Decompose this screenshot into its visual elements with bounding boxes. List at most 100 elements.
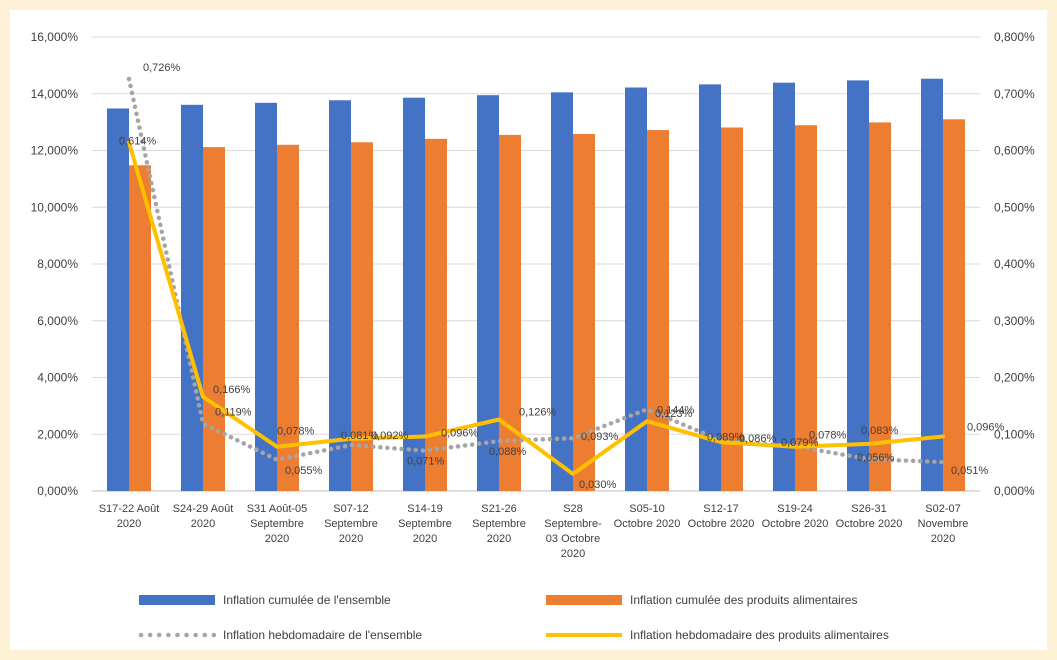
left-tick-label: 16,000% <box>31 30 79 44</box>
data-label: 0,092% <box>371 430 409 442</box>
right-tick-label: 0,200% <box>994 371 1035 385</box>
bar <box>869 122 891 491</box>
data-label: 0,096% <box>967 422 1005 434</box>
bar <box>107 108 129 491</box>
left-axis: 0,000% 2,000% 4,000% 6,000% 8,000% 10,000% 12,… <box>31 30 79 498</box>
bar <box>551 92 573 492</box>
category-label-line: Septembre <box>250 518 304 530</box>
legend-label: Inflation cumulée de l'ensemble <box>223 593 391 607</box>
series-line <box>127 140 945 476</box>
bar <box>847 80 869 491</box>
category-label-line: S17-22 Août <box>99 503 160 515</box>
category-label-line: Octobre 2020 <box>836 518 903 530</box>
legend-swatch <box>139 595 215 605</box>
bar <box>203 147 225 491</box>
bar <box>129 165 151 491</box>
left-tick-label: 4,000% <box>37 371 78 385</box>
data-label: 0,123% <box>655 408 693 420</box>
category-label-line: 2020 <box>117 518 141 530</box>
legend-swatch <box>546 595 622 605</box>
data-label: 0,088% <box>489 446 527 458</box>
bar <box>943 119 965 491</box>
data-label: 0,071% <box>407 456 445 468</box>
category-label-line: 2020 <box>931 533 955 545</box>
bar <box>773 82 795 491</box>
right-tick-label: 0,000% <box>994 484 1035 498</box>
category-label: S12-17 Octobre 2020 <box>688 503 755 530</box>
bar <box>795 125 817 491</box>
category-label-line: Octobre 2020 <box>688 518 755 530</box>
legend-label: Inflation cumulée des produits alimentai… <box>630 593 857 607</box>
bar <box>921 78 943 492</box>
category-label-line: S02-07 <box>925 503 960 515</box>
data-label: 0,093% <box>581 431 619 443</box>
data-label: 0,051% <box>951 465 989 477</box>
data-label: 0,726% <box>143 62 181 74</box>
data-label: 0,119% <box>215 406 252 418</box>
bar <box>699 84 721 491</box>
category-label-line: Septembre <box>324 518 378 530</box>
category-label-line: Septembre <box>472 518 526 530</box>
category-label-line: 2020 <box>413 533 437 545</box>
data-label: 0,078% <box>277 426 315 438</box>
data-label: 0,083% <box>861 425 899 437</box>
category-label-line: S31 Août-05 <box>247 503 308 515</box>
bar <box>477 95 499 491</box>
category-label-line: Novembre <box>918 518 969 530</box>
category-label: S21-26 Septembre 2020 <box>472 503 526 545</box>
data-label: 0,055% <box>285 465 323 477</box>
category-label-line: S19-24 <box>777 503 812 515</box>
right-axis: 0,000% 0,100% 0,200% 0,300% 0,400% 0,500% 0,60… <box>994 30 1035 498</box>
bar <box>403 97 425 491</box>
right-tick-label: 0,600% <box>994 144 1035 158</box>
bar <box>721 127 743 492</box>
bar <box>573 134 595 491</box>
category-label-line: S26-31 <box>851 503 886 515</box>
category-label-line: Septembre <box>398 518 452 530</box>
category-label-line: 2020 <box>191 518 215 530</box>
category-label-line: Octobre 2020 <box>614 518 681 530</box>
data-label: 0,089% <box>707 431 745 443</box>
category-label-line: 2020 <box>265 533 289 545</box>
category-label: S31 Août-05 Septembre 2020 <box>247 503 308 545</box>
category-label: S28 Septembre- 03 Octobre 2020 <box>544 503 602 560</box>
data-label: 0,166% <box>213 384 251 396</box>
category-label: S05-10 Octobre 2020 <box>614 503 681 530</box>
category-label: S17-22 Août 2020 <box>99 503 160 530</box>
category-label: S14-19 Septembre 2020 <box>398 503 452 545</box>
left-tick-label: 0,000% <box>37 484 78 498</box>
data-label: 0,079% <box>781 437 819 449</box>
gridlines <box>92 36 980 492</box>
bar <box>181 104 203 491</box>
category-label-line: 2020 <box>487 533 511 545</box>
right-tick-label: 0,400% <box>994 257 1035 271</box>
category-label-line: S07-12 <box>333 503 368 515</box>
chart-frame: 0,000% 2,000% 4,000% 6,000% 8,000% 10,000% 12,… <box>10 10 1047 650</box>
legend-label: Inflation hebdomadaire de l'ensemble <box>223 628 422 642</box>
data-label: 0,126% <box>519 406 557 418</box>
data-label: 0,096% <box>441 428 479 440</box>
bar <box>499 134 521 492</box>
category-label-line: 2020 <box>339 533 363 545</box>
bar <box>425 138 447 491</box>
category-label-line: S28 <box>563 503 583 515</box>
legend: Inflation cumulée de l'ensemble Inflation… <box>138 593 889 642</box>
left-tick-label: 6,000% <box>37 314 78 328</box>
category-label: S02-07 Novembre 2020 <box>918 503 969 545</box>
category-label: S24-29 Août 2020 <box>173 503 234 530</box>
left-tick-label: 14,000% <box>31 87 79 101</box>
bar <box>351 142 373 492</box>
category-label-line: S14-19 <box>407 503 442 515</box>
data-label: 0,086% <box>739 433 777 445</box>
category-label-line: S12-17 <box>703 503 738 515</box>
right-tick-label: 0,700% <box>994 87 1035 101</box>
data-label: 0,081% <box>341 430 379 442</box>
left-tick-label: 10,000% <box>31 200 79 214</box>
left-tick-label: 2,000% <box>37 427 78 441</box>
bar <box>277 144 299 491</box>
right-tick-label: 0,100% <box>994 427 1035 441</box>
category-label-line: S21-26 <box>481 503 516 515</box>
right-tick-label: 0,300% <box>994 314 1035 328</box>
category-label: S19-24 Octobre 2020 <box>762 503 829 530</box>
